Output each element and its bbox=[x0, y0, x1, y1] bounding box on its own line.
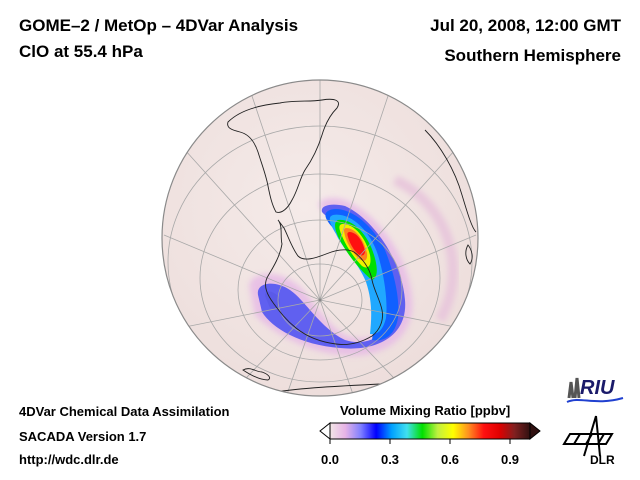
colorbar-extend-low bbox=[319, 421, 331, 441]
field-red bbox=[347, 232, 365, 256]
riu-text: RIU bbox=[580, 377, 615, 399]
coast-south-america bbox=[227, 98, 339, 213]
title-line-1: GOME–2 / MetOp – 4DVar Analysis bbox=[19, 16, 299, 35]
dlr-logo: DLR bbox=[562, 415, 615, 467]
footer-link[interactable]: http://wdc.dlr.de bbox=[19, 452, 119, 467]
footer-line-2: SACADA Version 1.7 bbox=[19, 429, 147, 444]
colorbar-title: Volume Mixing Ratio [ppbv] bbox=[340, 403, 511, 418]
dlr-text: DLR bbox=[590, 453, 615, 467]
graticule bbox=[163, 80, 477, 396]
clo-field bbox=[249, 197, 413, 356]
riu-logo: RIU bbox=[566, 377, 624, 403]
globe-outline bbox=[161, 79, 479, 397]
cathedral-icon bbox=[567, 377, 581, 399]
colorbar-tick-label: 0.0 bbox=[320, 452, 340, 467]
region-label: Southern Hemisphere bbox=[444, 46, 621, 65]
coast-antarctica bbox=[265, 219, 383, 345]
dlr-emblem-icon bbox=[562, 415, 614, 457]
date-label: Jul 20, 2008, 12:00 GMT bbox=[430, 16, 621, 35]
colorbar bbox=[319, 421, 541, 444]
colorbar-tick-label: 0.6 bbox=[440, 452, 460, 467]
coast-madagascar bbox=[465, 244, 473, 265]
coastlines bbox=[227, 98, 477, 393]
colorbar-extend-high bbox=[529, 421, 541, 441]
colorbar-tick-label: 0.3 bbox=[380, 452, 400, 467]
south-pole-marker bbox=[318, 298, 322, 302]
coast-africa bbox=[424, 129, 477, 233]
footer-line-1: 4DVar Chemical Data Assimilation bbox=[19, 404, 230, 419]
faint-band bbox=[392, 175, 458, 323]
title-line-2: ClO at 55.4 hPa bbox=[19, 42, 143, 61]
colorbar-gradient bbox=[329, 422, 531, 440]
river-icon bbox=[566, 397, 624, 403]
map-content bbox=[163, 80, 477, 396]
coast-new-zealand bbox=[242, 368, 271, 381]
colorbar-tick-label: 0.9 bbox=[500, 452, 520, 467]
